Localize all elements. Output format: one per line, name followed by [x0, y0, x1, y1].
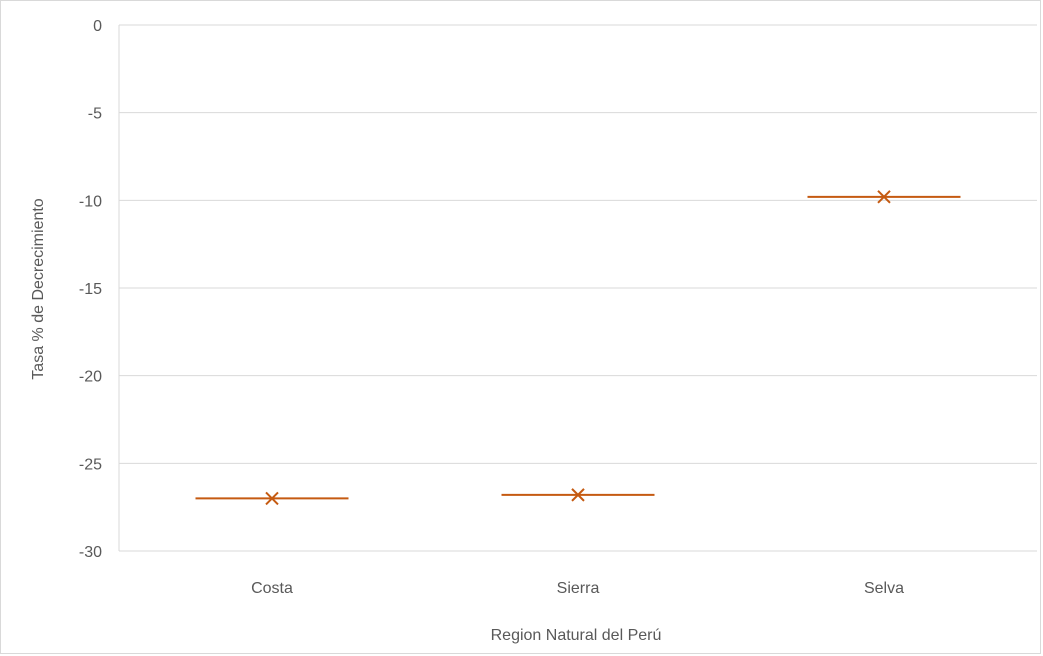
series-layer	[195, 190, 961, 506]
x-tick-label: Costa	[251, 580, 293, 597]
grid-layer	[118, 24, 1037, 552]
y-tick-label: -25	[79, 456, 102, 473]
y-tick-label: 0	[93, 18, 102, 35]
data-point-sierra	[501, 488, 655, 502]
y-tick-label: -5	[88, 106, 102, 123]
y-axis-title: Tasa % de Decrecimiento	[30, 198, 47, 380]
x-axis-title: Region Natural del Perú	[491, 627, 662, 644]
y-tick-labels: 0 -5 -10 -15 -20 -25 -30	[79, 18, 102, 561]
data-point-costa	[195, 491, 349, 506]
x-marker	[265, 491, 279, 506]
x-marker	[571, 488, 585, 502]
x-tick-label: Sierra	[557, 580, 600, 597]
x-tick-label: Selva	[864, 580, 904, 597]
y-tick-label: -10	[79, 193, 102, 210]
y-tick-label: -20	[79, 369, 102, 386]
data-point-selva	[807, 190, 961, 204]
x-marker	[877, 190, 891, 204]
y-tick-label: -15	[79, 281, 102, 298]
x-tick-labels: Costa Sierra Selva	[251, 580, 904, 597]
y-tick-label: -30	[79, 544, 102, 561]
